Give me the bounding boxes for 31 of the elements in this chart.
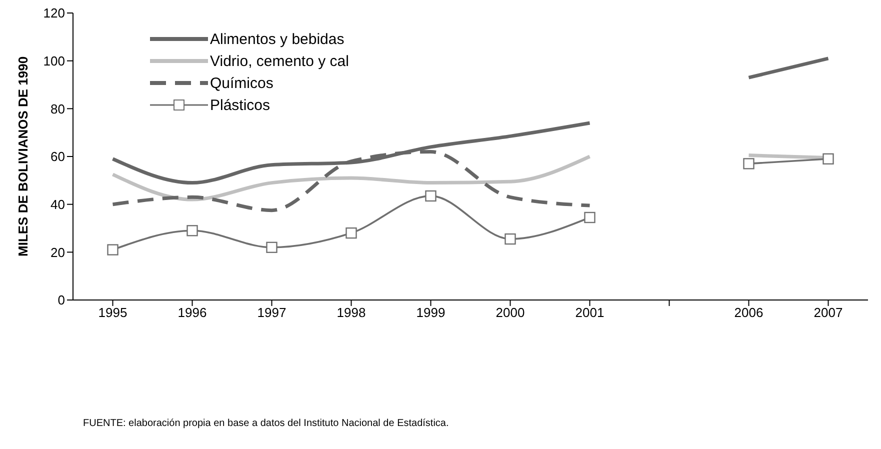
point [504, 233, 516, 245]
point [425, 190, 436, 202]
legend-label: Plásticos [210, 96, 270, 114]
point [743, 158, 754, 170]
x-tick-label: 1998 [336, 305, 366, 320]
y-tick-label: 20 [50, 244, 65, 260]
y-tick-label: 100 [43, 53, 65, 68]
x-tick-label: 2000 [496, 305, 525, 320]
y-tick-label: 40 [50, 196, 65, 212]
y-tick-label: 80 [50, 101, 65, 116]
y-tick-label: 60 [50, 149, 65, 164]
point [186, 225, 198, 236]
point [822, 153, 834, 164]
point [584, 212, 596, 224]
x-tick-label: 1996 [178, 305, 207, 320]
legend-label: Vidrio, cemento y cal [210, 52, 349, 70]
y-tick-label: 0 [58, 292, 65, 308]
point [107, 244, 118, 256]
x-tick-label: 1995 [98, 305, 128, 320]
y-tick-label: 120 [43, 6, 65, 21]
x-tick-label: 2001 [575, 305, 604, 320]
point [346, 227, 357, 239]
x-tick-label: 2007 [814, 305, 843, 320]
source-note: FUENTE: elaboración propia en base a datos del Instituto Nacional de Estadística. [83, 418, 450, 429]
legend-label: Químicos [210, 74, 274, 92]
legend-label: Alimentos y bebidas [210, 30, 344, 48]
x-tick-label: 2006 [734, 305, 764, 320]
x-tick-label: 1999 [416, 305, 446, 320]
x-tick-label: 1997 [257, 305, 286, 320]
y-axis-title: MILES DE BOLIVIANOS DE 1990 [16, 56, 31, 256]
point [266, 242, 278, 253]
